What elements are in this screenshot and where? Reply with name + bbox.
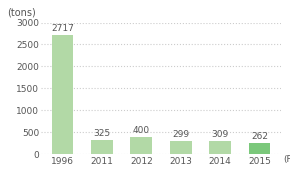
Bar xyxy=(249,143,270,154)
Text: 2717: 2717 xyxy=(51,24,74,33)
Bar xyxy=(52,35,73,154)
Text: 325: 325 xyxy=(93,129,110,138)
Bar xyxy=(91,140,113,154)
Bar xyxy=(170,141,191,154)
Text: 400: 400 xyxy=(133,126,150,135)
Bar xyxy=(209,141,231,154)
Text: (tons): (tons) xyxy=(7,7,36,17)
Text: 299: 299 xyxy=(172,130,189,139)
Text: 309: 309 xyxy=(211,130,229,139)
Bar xyxy=(130,137,152,154)
Text: (FY): (FY) xyxy=(284,155,290,164)
Text: 262: 262 xyxy=(251,132,268,141)
